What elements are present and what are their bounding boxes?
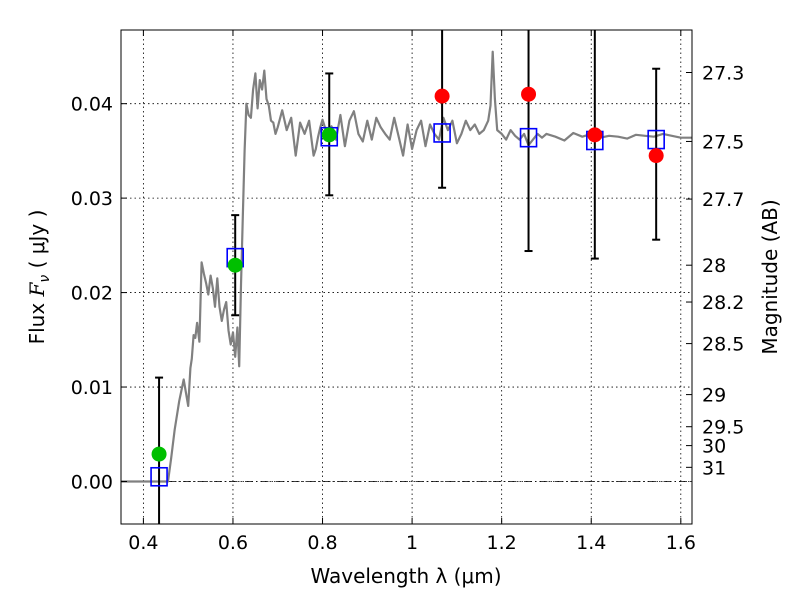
y-tick-label: 0.01 bbox=[71, 377, 113, 399]
ir-detection-point bbox=[521, 86, 537, 102]
spectrum-line bbox=[121, 50, 692, 483]
y-tick-label: 0.04 bbox=[71, 94, 113, 116]
x-axis-label: Wavelength λ (μm) bbox=[310, 564, 501, 588]
hst-detection-point bbox=[227, 257, 243, 273]
x-tick-label: 1 bbox=[406, 532, 418, 554]
magnitude-tick-label: 27.5 bbox=[702, 131, 744, 153]
x-tick-label: 1.2 bbox=[487, 532, 517, 554]
magnitude-axis-label: Magnitude (AB) bbox=[758, 199, 782, 354]
x-tick-label: 1.6 bbox=[666, 532, 696, 554]
magnitude-tick-label: 30 bbox=[702, 436, 726, 458]
x-tick-label: 0.6 bbox=[218, 532, 248, 554]
y-tick-label: 0.03 bbox=[71, 188, 113, 210]
y-axis-label: Flux Fν ( μJy ) bbox=[25, 210, 53, 345]
x-tick-label: 1.4 bbox=[576, 532, 606, 554]
magnitude-tick-label: 28.5 bbox=[702, 334, 744, 356]
ticks: 0.4 0.6 0.8 1 1.2 1.4 1.6 0.00 0.01 0.02 0.03 0.04 2… bbox=[71, 30, 744, 554]
magnitude-tick-label: 29.5 bbox=[702, 417, 744, 439]
hst-detection-point bbox=[321, 127, 337, 143]
magnitude-tick-label: 28.2 bbox=[702, 292, 744, 314]
error-bars bbox=[155, 30, 661, 524]
data-points bbox=[150, 86, 665, 487]
magnitude-tick-label: 27.3 bbox=[702, 63, 744, 85]
magnitude-tick-label: 27.7 bbox=[702, 189, 744, 211]
y-axis-label-symbol: F bbox=[25, 281, 49, 297]
x-tick-label: 0.8 bbox=[307, 532, 337, 554]
magnitude-tick-label: 29 bbox=[702, 385, 726, 407]
y-axis-label-subscript: ν bbox=[37, 275, 53, 283]
magnitude-tick-label: 31 bbox=[702, 457, 726, 479]
hst-detection-point bbox=[151, 446, 167, 462]
ir-detection-point bbox=[648, 148, 664, 164]
model-photometry-square bbox=[519, 127, 538, 148]
y-tick-label: 0.02 bbox=[71, 283, 113, 305]
ir-detection-point bbox=[434, 88, 450, 104]
model-photometry-square bbox=[433, 123, 451, 143]
y-axis-label-suffix: ( μJy ) bbox=[25, 210, 49, 275]
grid bbox=[121, 30, 692, 524]
model-photometry-square bbox=[150, 466, 168, 487]
ir-detection-point bbox=[587, 127, 603, 143]
y-axis-label-prefix: Flux bbox=[25, 296, 49, 344]
y-tick-label: 0.00 bbox=[71, 471, 113, 493]
x-tick-label: 0.4 bbox=[128, 532, 158, 554]
magnitude-tick-label: 28 bbox=[702, 255, 726, 277]
spectrum bbox=[121, 50, 692, 483]
plot-frame bbox=[120, 29, 693, 525]
